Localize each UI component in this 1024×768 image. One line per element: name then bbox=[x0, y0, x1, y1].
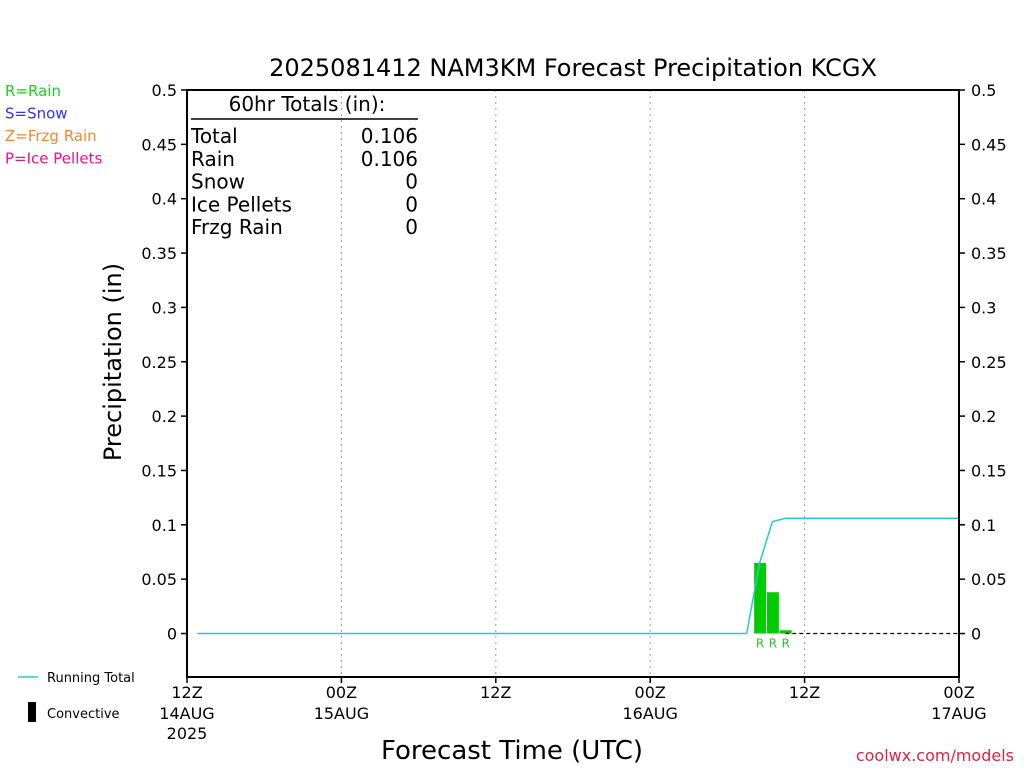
x-tick-label: 12Z bbox=[480, 683, 511, 702]
y-tick-label-left: 0.15 bbox=[141, 461, 177, 480]
totals-header: 60hr Totals (in): bbox=[229, 92, 386, 116]
x-tick-date-label: 17AUG bbox=[931, 704, 986, 723]
precip-type-label: R bbox=[756, 637, 764, 651]
bars-layer bbox=[754, 562, 792, 634]
precip-type-legend-item: P=Ice Pellets bbox=[5, 150, 102, 168]
precip-type-legend-item: S=Snow bbox=[5, 105, 68, 123]
text-layer: R R R0 00.05 0.050.1 0.10.15 0.150.2 0.20.25 0.2… bbox=[5, 81, 1007, 743]
axes-layer bbox=[18, 89, 965, 722]
totals-row-name: Ice Pellets bbox=[191, 192, 292, 216]
y-tick-label-left: 0.05 bbox=[141, 570, 177, 589]
x-tick-label: 12Z bbox=[789, 683, 820, 702]
x-tick-label: 00Z bbox=[635, 683, 666, 702]
totals-row-value: 0 bbox=[405, 215, 418, 239]
precip-type-label: R bbox=[782, 637, 790, 651]
y-tick-label-right: 0.45 bbox=[971, 135, 1007, 154]
rain-bar bbox=[779, 630, 792, 634]
y-tick-label-right: 0.2 bbox=[971, 407, 996, 426]
y-tick-label-right: 0.25 bbox=[971, 353, 1007, 372]
totals-row-name: Frzg Rain bbox=[191, 215, 283, 239]
y-tick-label-left: 0.2 bbox=[152, 407, 177, 426]
running-total-legend-label: Running Total bbox=[47, 671, 135, 686]
convective-legend-swatch bbox=[28, 702, 36, 722]
credit-text: coolwx.com/models bbox=[856, 746, 1014, 765]
totals-row-name: Snow bbox=[191, 170, 245, 194]
x-tick-date-label: 15AUG bbox=[314, 704, 369, 723]
line-layer bbox=[197, 517, 959, 635]
x-tick-year-label: 2025 bbox=[167, 724, 208, 743]
rain-bar bbox=[767, 592, 779, 634]
totals-row-name: Total bbox=[190, 124, 238, 148]
y-tick-label-left: 0.35 bbox=[141, 244, 177, 263]
totals-row-value: 0.106 bbox=[361, 147, 418, 171]
totals-row-value: 0.106 bbox=[361, 124, 418, 148]
y-tick-label-right: 0.15 bbox=[971, 461, 1007, 480]
totals-row-value: 0 bbox=[405, 192, 418, 216]
y-tick-label-left: 0 bbox=[167, 625, 177, 644]
running-total-line bbox=[197, 517, 959, 635]
y-tick-label-left: 0.5 bbox=[152, 81, 177, 100]
totals-row-name: Rain bbox=[191, 147, 235, 171]
y-tick-label-left: 0.45 bbox=[141, 135, 177, 154]
grid-layer bbox=[340, 90, 806, 677]
x-tick-date-label: 14AUG bbox=[159, 704, 214, 723]
x-tick-label: 00Z bbox=[943, 683, 974, 702]
precip-type-legend-item: R=Rain bbox=[5, 82, 61, 100]
y-tick-label-right: 0.1 bbox=[971, 516, 996, 535]
convective-legend-label: Convective bbox=[47, 707, 120, 722]
y-tick-label-right: 0.05 bbox=[971, 570, 1007, 589]
y-tick-label-right: 0.5 bbox=[971, 81, 996, 100]
totals-row-value: 0 bbox=[405, 170, 418, 194]
y-tick-label-right: 0.3 bbox=[971, 298, 996, 317]
x-axis-label: Forecast Time (UTC) bbox=[381, 736, 643, 766]
plot-frame bbox=[186, 89, 960, 678]
y-tick-label-left: 0.25 bbox=[141, 353, 177, 372]
y-tick-label-right: 0.4 bbox=[971, 190, 996, 209]
y-tick-label-right: 0 bbox=[971, 625, 981, 644]
y-tick-label-left: 0.1 bbox=[152, 516, 177, 535]
chart-title: 2025081412 NAM3KM Forecast Precipitation… bbox=[269, 54, 877, 82]
precip-type-label: R bbox=[769, 637, 777, 651]
x-tick-label: 00Z bbox=[326, 683, 357, 702]
y-tick-label-right: 0.35 bbox=[971, 244, 1007, 263]
x-tick-label: 12Z bbox=[171, 683, 202, 702]
y-tick-label-left: 0.4 bbox=[152, 190, 177, 209]
precip-type-legend-item: Z=Frzg Rain bbox=[5, 127, 97, 145]
y-axis-label: Precipitation (in) bbox=[99, 263, 127, 461]
rain-bar bbox=[754, 562, 766, 634]
x-tick-date-label: 16AUG bbox=[622, 704, 677, 723]
y-tick-label-left: 0.3 bbox=[152, 298, 177, 317]
